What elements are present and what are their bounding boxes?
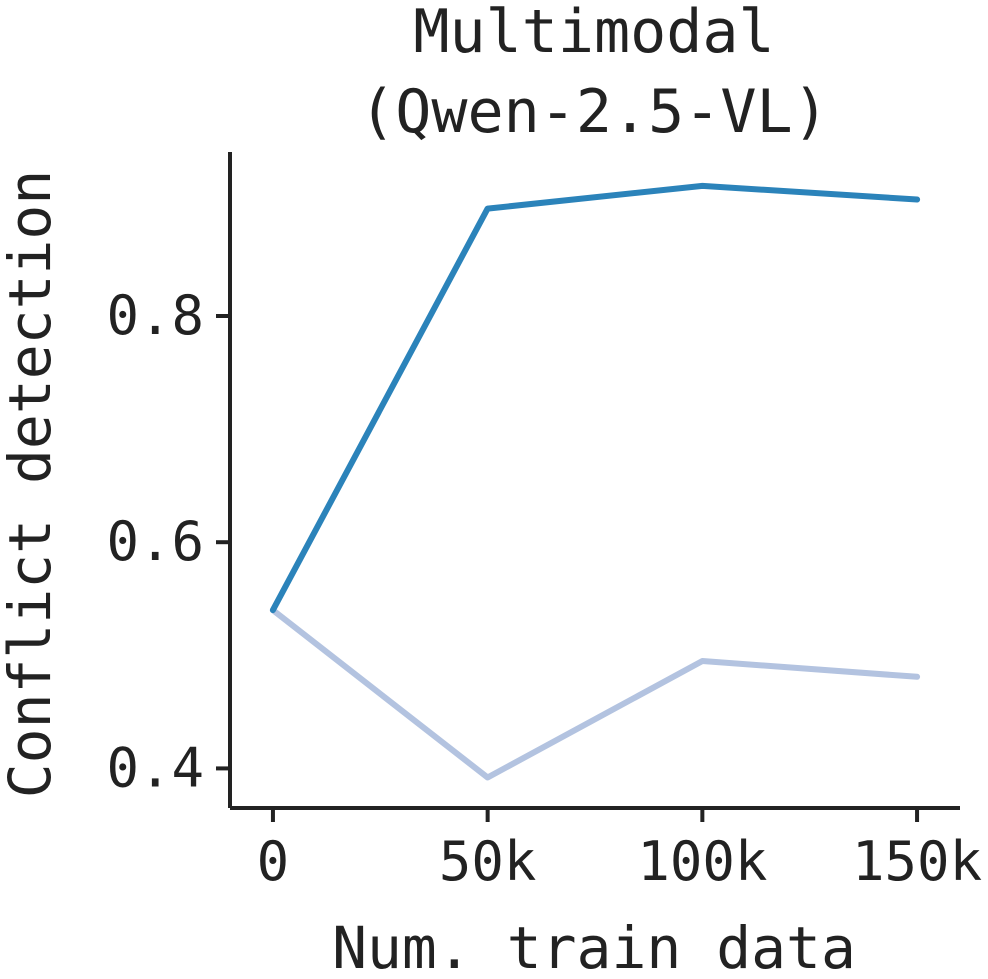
y-axis-label: Conflict detection [0,170,64,799]
y-tick-label: 0.4 [106,736,204,799]
series-line-2 [269,607,921,781]
x-tick-label: 150k [852,830,982,893]
y-ticks: 0.4 0.6 0.8 [106,284,230,799]
series-line-1 [269,182,921,614]
chart-title-line-1: Multimodal [413,0,774,67]
y-tick-label: 0.8 [106,284,204,347]
series-layer [269,182,921,781]
x-axis-label: Num. train data [332,914,856,979]
x-ticks: 0 50k 100k 150k [257,808,982,893]
x-tick-label: 100k [637,830,767,893]
x-tick-label: 50k [439,830,537,893]
x-tick-label: 0 [257,830,290,893]
y-tick-label: 0.6 [106,510,204,573]
chart-title-line-2: (Qwen-2.5-VL) [359,77,829,147]
